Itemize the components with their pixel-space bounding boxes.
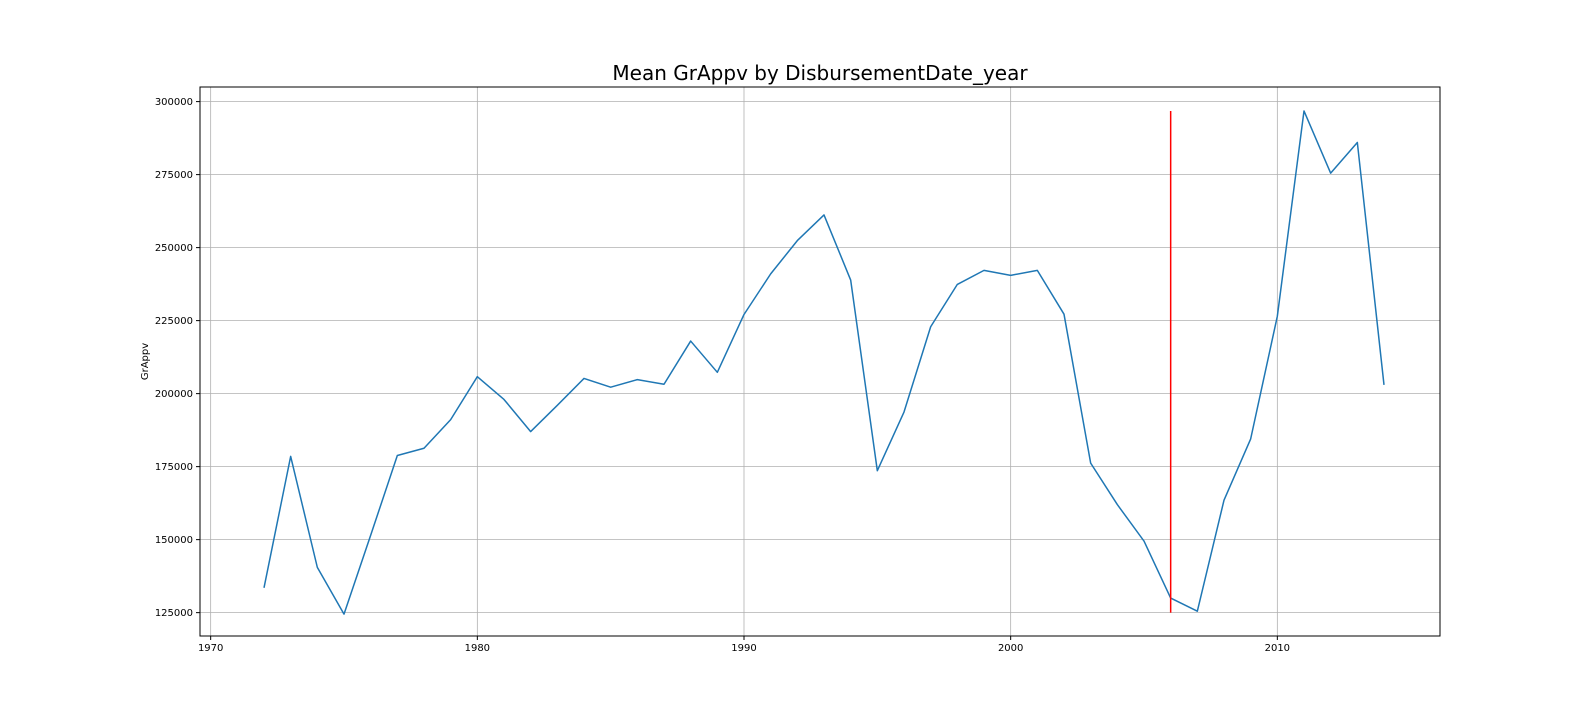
axes-frame: [199, 86, 1441, 637]
y-tick-label: 200000: [155, 389, 193, 400]
axis-ticks: 125000 150000 175000 200000 225000 250000 2750…: [155, 97, 1290, 654]
grid-lines: [200, 87, 1440, 636]
y-tick-label: 125000: [155, 608, 193, 619]
x-tick-label: 1980: [465, 643, 490, 654]
x-tick-label: 2000: [998, 643, 1023, 654]
y-tick-label: 175000: [155, 462, 193, 473]
series-line: [263, 110, 1385, 615]
x-tick-label: 1990: [731, 643, 756, 654]
y-tick-label: 150000: [155, 535, 193, 546]
plot-area: [263, 110, 1385, 615]
y-tick-label: 250000: [155, 243, 193, 254]
y-axis-label: GrAppv: [140, 343, 151, 380]
x-tick-label: 2010: [1265, 643, 1290, 654]
chart-title: Mean GrAppv by DisbursementDate_year: [612, 61, 1028, 85]
y-tick-label: 275000: [155, 170, 193, 181]
x-tick-label: 1970: [198, 643, 223, 654]
y-tick-label: 300000: [155, 97, 193, 108]
y-tick-label: 225000: [155, 316, 193, 327]
